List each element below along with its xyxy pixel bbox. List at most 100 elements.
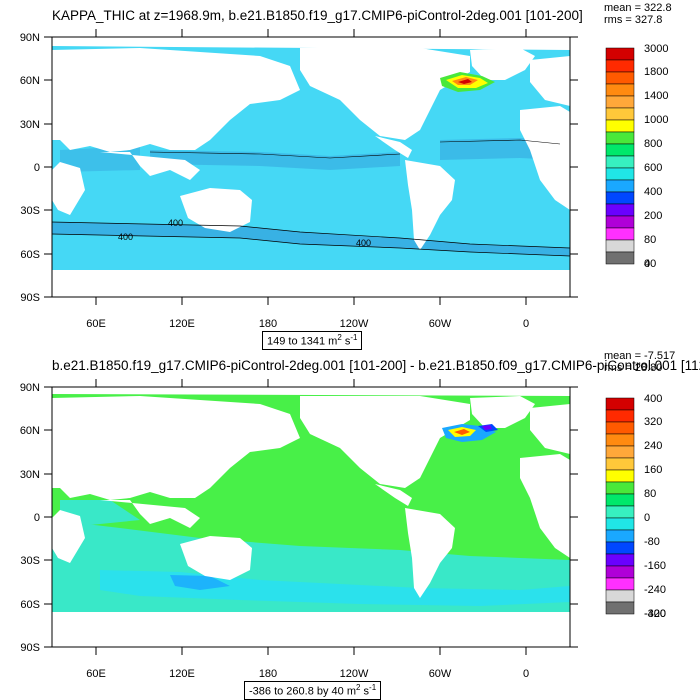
bottom-colorbar-swatch — [605, 469, 635, 483]
top-land-central-america — [375, 136, 412, 158]
top-contour-label-3: 400 — [356, 238, 371, 248]
bottom-lon-label-60e: 60E — [86, 668, 106, 680]
top-colorbar-label: 1400 — [644, 90, 668, 102]
top-colorbar-swatch — [605, 203, 635, 217]
top-land-south-america — [405, 160, 455, 250]
top-lon-label-60e: 60E — [86, 318, 106, 330]
bottom-colorbar-swatch — [605, 553, 635, 567]
top-land-north-america — [300, 48, 470, 140]
bottom-colorbar-label: 160 — [644, 464, 662, 476]
top-hotspot — [440, 72, 495, 92]
bottom-colorbar-swatch — [605, 529, 635, 543]
top-pacific-band — [150, 150, 400, 170]
bottom-colorbar-swatch — [605, 421, 635, 435]
top-colorbar-swatch — [605, 251, 635, 265]
top-contour-line-2 — [51, 233, 571, 257]
bottom-lon-label-180: 180 — [259, 668, 277, 680]
top-colorbar-swatch — [605, 191, 635, 205]
bottom-range-sup: 2 — [356, 683, 361, 692]
bottom-colorbar-swatch — [605, 481, 635, 495]
bottom-lat-label-30n: 30N — [20, 469, 40, 481]
bottom-colorbar: 400 320 240 160 80 0 -80 -160 -240 -320-400 — [605, 393, 666, 620]
bottom-stats: mean = -7.517 rms = 28.80 — [604, 350, 675, 374]
top-land-arctic — [52, 37, 570, 50]
top-land-europe — [530, 56, 570, 106]
bottom-southern-cyan — [100, 570, 570, 606]
bottom-lon-label-60w: 60W — [429, 668, 452, 680]
top-lat-label-30n: 30N — [20, 119, 40, 131]
top-colorbar-label: 80 — [644, 234, 656, 246]
bottom-colorbar-swatch — [605, 397, 635, 411]
bottom-land-europe — [530, 404, 570, 454]
bottom-colorbar-label: 240 — [644, 440, 662, 452]
top-colorbar-label: 40 — [644, 258, 656, 270]
top-contour-line-3 — [149, 151, 401, 159]
top-range-tail: s — [341, 335, 351, 348]
top-contour-label-2: 400 — [118, 232, 133, 242]
bottom-colorbar-swatch — [605, 565, 635, 579]
top-colorbar-swatch — [605, 167, 635, 181]
top-land-africa — [52, 162, 85, 215]
top-map-svg: 400 400 400 90N — [20, 29, 668, 330]
top-colorbar-swatch — [605, 143, 635, 157]
bottom-land-africa-east — [520, 454, 570, 558]
top-land-greenland — [470, 48, 535, 80]
top-lat-label-30s: 30S — [20, 205, 40, 217]
bottom-lat-label-60n: 60N — [20, 425, 40, 437]
bottom-colorbar-label: -320 — [644, 608, 666, 620]
bottom-colorbar-swatch — [605, 601, 635, 615]
top-contour-line-4 — [439, 139, 561, 145]
top-colorbar-swatch — [605, 227, 635, 241]
bottom-land-australia — [180, 536, 252, 580]
top-rms-label: rms = 327.8 — [604, 14, 663, 26]
top-range-sup2: -1 — [350, 333, 358, 342]
top-range-sup: 2 — [337, 333, 342, 342]
bottom-colorbar-label: 320 — [644, 416, 662, 428]
top-colorbar-swatch — [605, 95, 635, 109]
top-lat-label-90n: 90N — [20, 32, 40, 44]
top-contour-line-1 — [51, 221, 571, 249]
bottom-lat-label-30s: 30S — [20, 555, 40, 567]
top-lon-label-120e: 120E — [169, 318, 195, 330]
top-range-text: 149 to 1341 m — [267, 335, 338, 348]
top-contour-label-1: 400 — [168, 218, 183, 228]
top-colorbar-swatch — [605, 71, 635, 85]
top-colorbar-label: 1800 — [644, 66, 668, 78]
bottom-colorbar-swatch — [605, 493, 635, 507]
bottom-range-box: -386 to 260.8 by 40 m2 s-1 — [244, 681, 382, 700]
bottom-colorbar-swatch — [605, 577, 635, 591]
top-colorbar: 3000 1800 1400 1000 800 600 400 200 80 400 — [605, 43, 668, 270]
top-stats: mean = 322.8 rms = 327.8 — [604, 2, 672, 26]
top-lon-label-180: 180 — [259, 318, 277, 330]
bottom-lat-label-60s: 60S — [20, 599, 40, 611]
top-colorbar-label: 200 — [644, 210, 662, 222]
top-colorbar-label: 1000 — [644, 114, 668, 126]
top-colorbar-label: 400 — [644, 186, 662, 198]
bottom-range-tail: s — [360, 685, 370, 698]
bottom-colorbar-swatch — [605, 433, 635, 447]
bottom-land-central-america — [375, 484, 412, 506]
top-land-australia — [180, 188, 252, 232]
bottom-lon-axis: 60E 120E 180 120W 60W 0 — [86, 379, 529, 680]
bottom-land-greenland — [470, 396, 535, 428]
bottom-mean-label: mean = -7.517 — [604, 350, 676, 362]
top-land-antarctica — [52, 270, 570, 297]
top-colorbar-swatch — [605, 83, 635, 97]
top-range-box: 149 to 1341 m2 s-1 — [262, 331, 363, 350]
top-lat-label-60n: 60N — [20, 75, 40, 87]
top-mean-label: mean = 322.8 — [604, 2, 672, 14]
bottom-colorbar-label: -80 — [644, 536, 660, 548]
top-colorbar-swatch — [605, 239, 635, 253]
top-land-eurasia — [52, 48, 300, 152]
top-map-title: KAPPA_THIC at z=1968.9m, b.e21.B1850.f19… — [52, 8, 583, 23]
bottom-colorbar-swatch — [605, 517, 635, 531]
bottom-lon-label-120e: 120E — [169, 668, 195, 680]
top-colorbar-label: 0 — [644, 258, 650, 270]
top-land-africa-east — [520, 106, 570, 210]
bottom-colorbar-label: -240 — [644, 584, 666, 596]
bottom-lon-label-0: 0 — [523, 668, 529, 680]
bottom-lon-label-120w: 120W — [340, 668, 369, 680]
bottom-lat-label-0: 0 — [34, 512, 40, 524]
bottom-land-south-america — [405, 508, 455, 598]
top-lat-axis: 90N 60N 30N 0 30S 60S 90S — [20, 32, 578, 304]
